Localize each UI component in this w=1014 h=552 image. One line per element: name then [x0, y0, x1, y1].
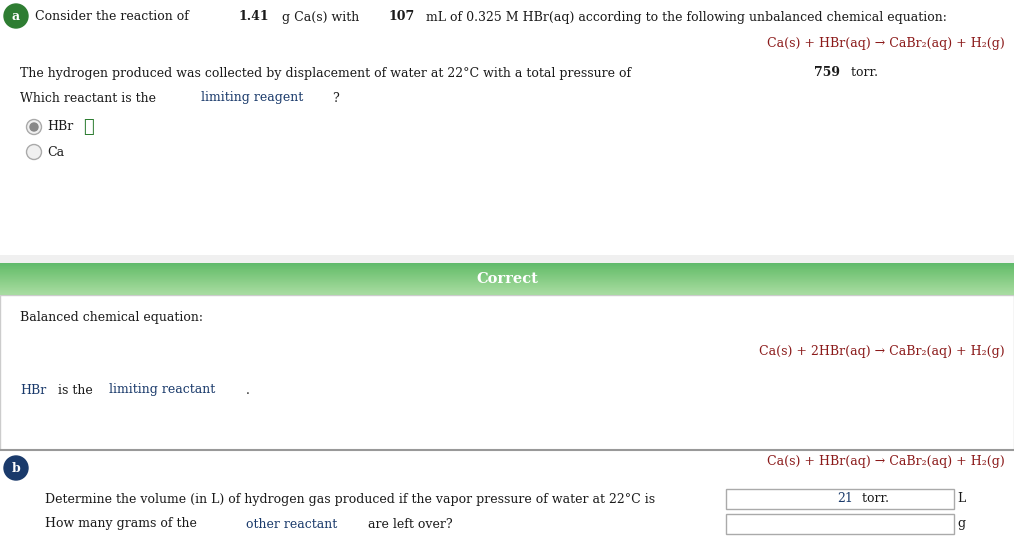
- Text: b: b: [11, 461, 20, 475]
- Text: limiting reagent: limiting reagent: [201, 92, 303, 104]
- Text: HBr: HBr: [20, 384, 47, 396]
- Text: Ca(s) + 2HBr(aq) → CaBr₂(aq) + H₂(g): Ca(s) + 2HBr(aq) → CaBr₂(aq) + H₂(g): [759, 346, 1005, 358]
- Text: torr.: torr.: [848, 66, 878, 79]
- Text: limiting reactant: limiting reactant: [110, 384, 215, 396]
- Circle shape: [4, 456, 28, 480]
- Text: 107: 107: [388, 10, 415, 24]
- Text: is the: is the: [54, 384, 96, 396]
- Text: mL of 0.325 M HBr(aq) according to the following unbalanced chemical equation:: mL of 0.325 M HBr(aq) according to the f…: [422, 10, 947, 24]
- FancyBboxPatch shape: [0, 295, 1014, 450]
- Text: are left over?: are left over?: [364, 518, 452, 530]
- Text: The hydrogen produced was collected by displacement of water at 22°C with a tota: The hydrogen produced was collected by d…: [20, 66, 635, 79]
- FancyBboxPatch shape: [726, 514, 954, 534]
- Circle shape: [4, 4, 28, 28]
- FancyBboxPatch shape: [0, 450, 1014, 552]
- Text: Ca: Ca: [47, 146, 64, 158]
- Text: HBr: HBr: [47, 120, 73, 134]
- Text: .: .: [246, 384, 250, 396]
- Text: Which reactant is the: Which reactant is the: [20, 92, 160, 104]
- Text: L: L: [957, 492, 965, 506]
- Text: ✓: ✓: [83, 118, 93, 136]
- FancyBboxPatch shape: [726, 489, 954, 509]
- Text: Balanced chemical equation:: Balanced chemical equation:: [20, 311, 203, 325]
- Text: Consider the reaction of: Consider the reaction of: [35, 10, 193, 24]
- FancyBboxPatch shape: [0, 0, 1014, 255]
- Text: How many grams of the: How many grams of the: [45, 518, 201, 530]
- Text: Correct: Correct: [476, 272, 538, 286]
- Text: other reactant: other reactant: [246, 518, 338, 530]
- Text: ?: ?: [333, 92, 340, 104]
- Text: 21: 21: [838, 492, 854, 506]
- Text: Ca(s) + HBr(aq) → CaBr₂(aq) + H₂(g): Ca(s) + HBr(aq) → CaBr₂(aq) + H₂(g): [768, 455, 1005, 469]
- Text: g Ca(s) with: g Ca(s) with: [278, 10, 363, 24]
- Circle shape: [26, 119, 42, 135]
- Text: g: g: [957, 518, 965, 530]
- Text: Ca(s) + HBr(aq) → CaBr₂(aq) + H₂(g): Ca(s) + HBr(aq) → CaBr₂(aq) + H₂(g): [768, 36, 1005, 50]
- Text: 1.41: 1.41: [238, 10, 270, 24]
- Text: torr.: torr.: [858, 492, 889, 506]
- Text: 759: 759: [813, 66, 840, 79]
- Circle shape: [26, 145, 42, 160]
- Text: a: a: [12, 9, 20, 23]
- Circle shape: [30, 123, 38, 131]
- Text: Determine the volume (in L) of hydrogen gas produced if the vapor pressure of wa: Determine the volume (in L) of hydrogen …: [45, 492, 659, 506]
